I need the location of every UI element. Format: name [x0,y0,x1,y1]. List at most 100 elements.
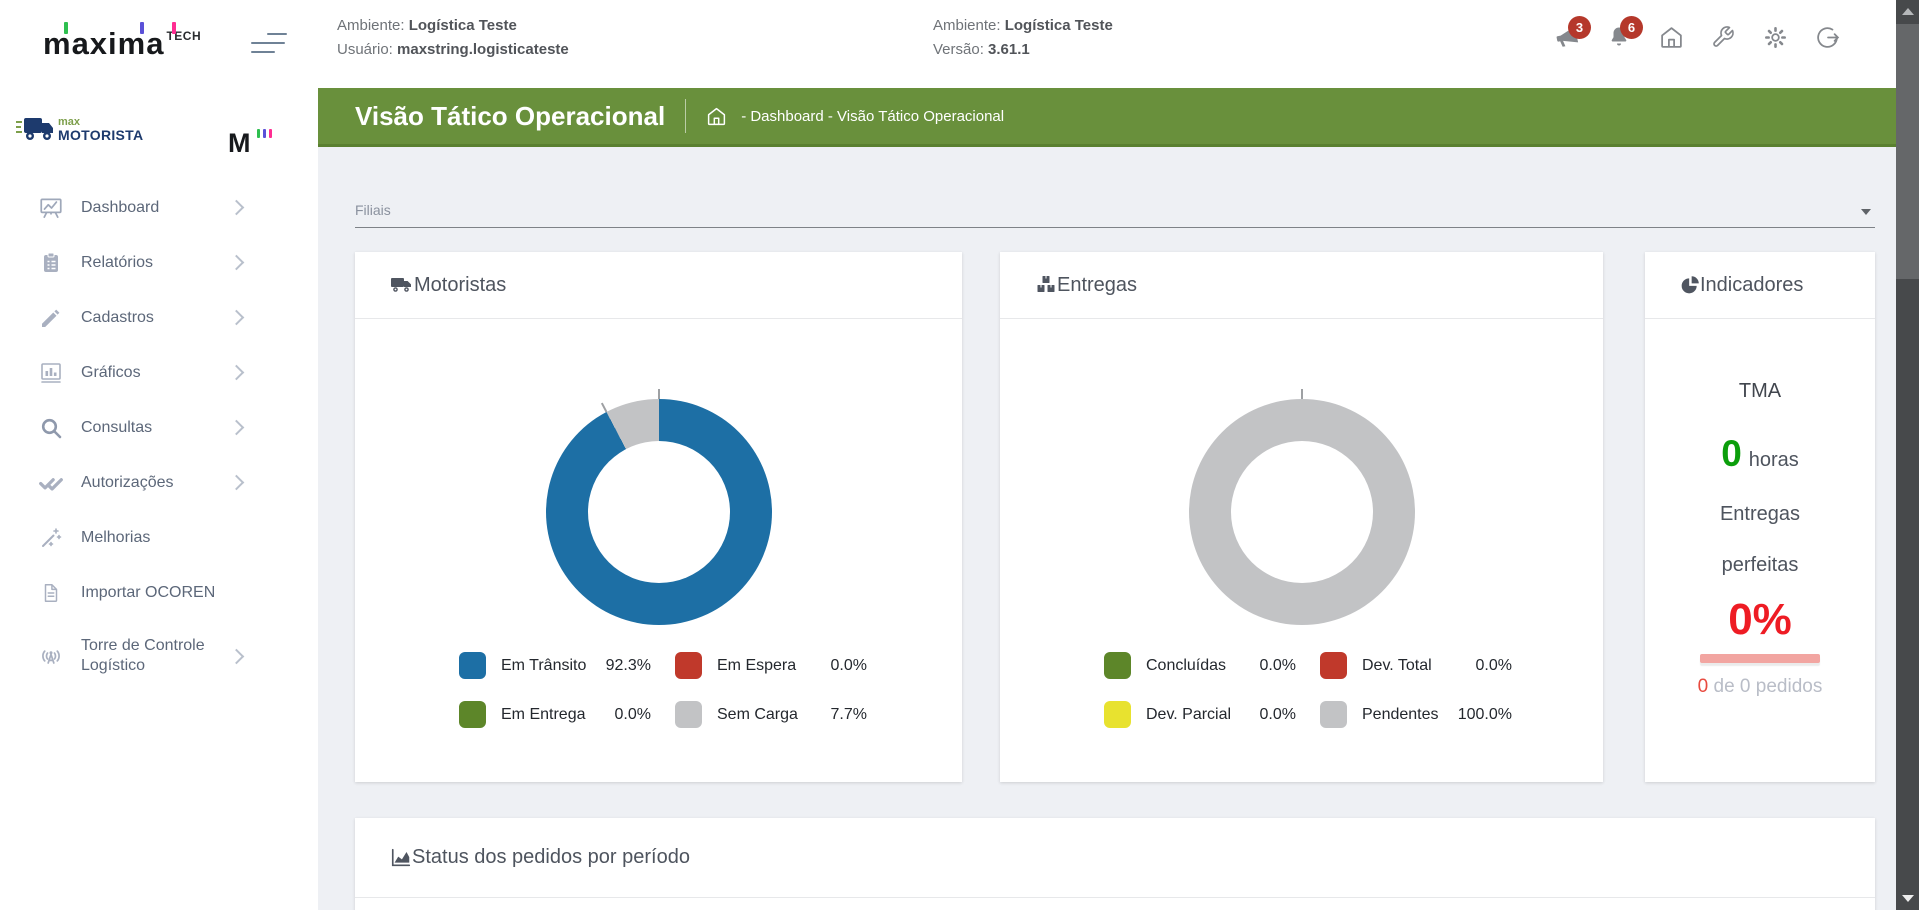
scroll-down-arrow-icon[interactable] [1901,895,1914,902]
motoristas-title: Motoristas [414,273,507,296]
legend-item[interactable]: Sem Carga 7.7% [675,701,867,728]
tma-number: 0 [1721,433,1742,474]
vertical-scrollbar[interactable] [1896,0,1919,910]
usuario-value: maxstring.logisticateste [397,41,569,58]
indicadores-title: Indicadores [1700,273,1804,296]
legend-label: Dev. Parcial [1146,705,1232,723]
chevron-right-icon [228,474,245,491]
maxima-tech-logo: maxima TECH [43,22,201,66]
tma-unit: horas [1748,449,1799,471]
legend-item[interactable]: Pendentes 100.0% [1320,701,1512,728]
logo-tick-pink [172,22,176,34]
status-pedidos-card: Status dos pedidos por período [355,818,1875,910]
legend-item[interactable]: Concluídas 0.0% [1104,652,1296,679]
sidebar-item-autorizacoes[interactable]: Autorizações [0,455,318,510]
usuario-label: Usuário: [337,41,393,58]
legend-item[interactable]: Em Entrega 0.0% [459,701,651,728]
dashboard-icon [38,195,64,221]
sidebar: max MOTORISTA M Dashboard [0,88,318,910]
banner-divider [685,99,687,133]
entregas-perfeitas-line2: perfeitas [1721,554,1799,576]
donut-tick [657,389,660,399]
environment-info-right: Ambiente: Logística Teste Versão: 3.61.1 [933,14,1113,62]
scroll-up-arrow-icon[interactable] [1901,8,1914,15]
sidebar-item-melhorias[interactable]: Melhorias [0,510,318,565]
brand-name-text: MOTORISTA [58,127,144,143]
legend-label: Em Trânsito [501,656,587,674]
legend-item[interactable]: Em Espera 0.0% [675,652,867,679]
pedidos-count: 0 de 0 pedidos [1645,676,1875,698]
chevron-right-icon [228,254,245,271]
entregas-perfeitas-line1: Entregas [1719,503,1801,525]
sidebar-brand-row: max MOTORISTA M [0,88,318,180]
legend-label: Concluídas [1146,656,1227,674]
chevron-right-icon [228,648,245,664]
legend-swatch [675,701,702,728]
sidebar-item-dashboard[interactable]: Dashboard [0,180,318,235]
donut-hole [587,441,730,583]
magic-wand-icon [38,525,64,551]
legend-item[interactable]: Dev. Parcial 0.0% [1104,701,1296,728]
motoristas-donut-chart[interactable] [545,389,772,625]
legend-value: 0.0% [1475,656,1512,674]
breadcrumb-home-icon[interactable] [706,106,727,127]
ambiente-label-2: Ambiente: [933,17,1001,34]
chevron-right-icon [228,419,245,436]
legend-item[interactable]: Dev. Total 0.0% [1320,652,1512,679]
brand-mark-letter: M [228,128,251,158]
antenna-icon [38,643,64,669]
sidebar-item-torre-de-controle[interactable]: Torre de Controle Logístico [0,620,318,692]
sidebar-item-label: Relatórios [81,253,154,271]
legend-swatch [675,652,702,679]
packages-icon [1035,274,1057,296]
announcements-icon[interactable]: 3 [1554,16,1591,52]
entregas-donut-chart[interactable] [1188,389,1415,625]
pedidos-count-text: de 0 pedidos [1708,676,1823,697]
legend-swatch [1104,701,1131,728]
settings-gear-icon[interactable] [1762,22,1788,52]
legend-value: 92.3% [605,656,651,674]
pencil-icon [38,305,64,331]
scrollbar-thumb[interactable] [1896,24,1919,279]
legend-item[interactable]: Em Trânsito 92.3% [459,652,651,679]
sidebar-menu: Dashboard Relatórios [0,180,318,692]
breadcrumb: - Dashboard - Visão Tático Operacional [741,107,1005,125]
logout-icon[interactable] [1814,22,1840,52]
sidebar-item-relatorios[interactable]: Relatórios [0,235,318,290]
filiais-select[interactable]: Filiais [355,193,1875,228]
tma-value: 0 horas [1645,433,1875,475]
pie-chart-icon [1680,275,1700,295]
indicadores-card: Indicadores TMA 0 horas Entregas perfeita… [1645,252,1875,782]
header-icons: 3 6 [1554,16,1840,52]
sidebar-item-importar-ocoren[interactable]: Importar OCOREN [0,565,318,620]
sidebar-item-consultas[interactable]: Consultas [0,400,318,455]
legend-swatch [459,652,486,679]
sidebar-item-label: Dashboard [81,198,160,216]
tools-wrench-icon[interactable] [1710,22,1736,52]
legend-label: Em Entrega [501,705,586,723]
legend-value: 0.0% [1259,705,1296,723]
max-motorista-logo: max MOTORISTA [58,116,143,142]
indicadores-body: TMA 0 horas Entregas perfeitas 0% 0 de 0 … [1645,380,1875,698]
app-header: maxima TECH Ambiente: Logística Teste Usu… [0,0,1896,88]
legend-label: Em Espera [717,656,797,674]
entregas-card-header: Entregas [1000,252,1603,319]
perfect-deliveries-progress-bar [1700,654,1820,663]
donut-hole [1230,441,1373,583]
sidebar-item-label: Consultas [81,418,153,436]
brand-max-text: max [58,116,81,128]
notifications-bell-icon[interactable]: 6 [1606,16,1643,52]
sidebar-item-cadastros[interactable]: Cadastros [0,290,318,345]
sidebar-item-graficos[interactable]: Gráficos [0,345,318,400]
menu-toggle-icon[interactable] [251,33,287,55]
main-content: Filiais Motoristas [318,147,1896,910]
sidebar-item-label: Cadastros [81,308,154,326]
pedidos-count-number: 0 [1697,676,1709,697]
legend-swatch [1320,652,1347,679]
sidebar-item-label: Melhorias [81,528,151,546]
home-icon[interactable] [1658,22,1684,52]
logo-tick-indigo [140,22,144,34]
entregas-title: Entregas [1057,273,1138,296]
tma-label: TMA [1738,380,1782,402]
